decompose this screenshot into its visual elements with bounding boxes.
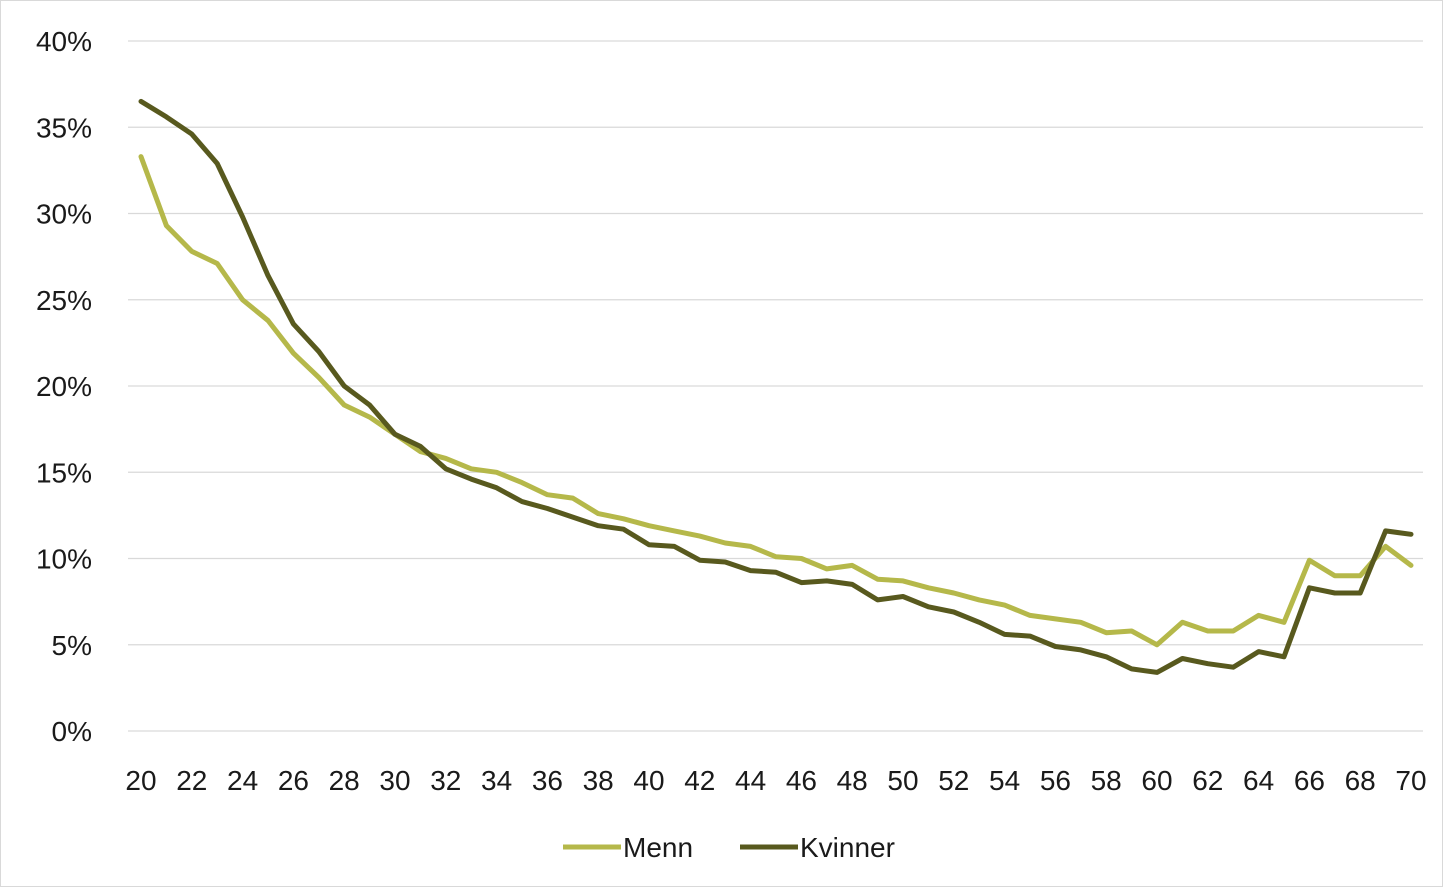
x-tick-label: 24: [227, 765, 258, 796]
x-tick-label: 30: [379, 765, 410, 796]
x-tick-label: 44: [735, 765, 766, 796]
y-tick-label: 0%: [52, 716, 92, 747]
x-axis-tick-labels: 20 22 24 26 28 30 32 34 36 38 40 42 44 46 48 50 52 54 56 58…: [125, 765, 1426, 796]
x-tick-label: 34: [481, 765, 512, 796]
series-line-menn: [138, 154, 1414, 648]
y-tick-label: 35%: [36, 112, 92, 143]
y-tick-label: 10%: [36, 544, 92, 575]
x-tick-label: 64: [1243, 765, 1274, 796]
y-tick-label: 25%: [36, 285, 92, 316]
x-tick-label: 40: [633, 765, 664, 796]
x-tick-label: 66: [1294, 765, 1325, 796]
x-tick-label: 22: [176, 765, 207, 796]
x-tick-label: 52: [938, 765, 969, 796]
x-tick-label: 28: [329, 765, 360, 796]
x-tick-label: 48: [837, 765, 868, 796]
legend: Menn Kvinner: [563, 832, 895, 863]
x-tick-label: 50: [887, 765, 918, 796]
x-tick-label: 58: [1091, 765, 1122, 796]
y-tick-label: 5%: [52, 630, 92, 661]
x-tick-label: 56: [1040, 765, 1071, 796]
x-tick-label: 68: [1345, 765, 1376, 796]
x-tick-label: 42: [684, 765, 715, 796]
x-tick-label: 46: [786, 765, 817, 796]
x-tick-label: 20: [125, 765, 156, 796]
x-tick-label: 32: [430, 765, 461, 796]
x-tick-label: 36: [532, 765, 563, 796]
gridlines: [128, 40, 1423, 732]
y-tick-label: 30%: [36, 199, 92, 230]
legend-label-kvinner: Kvinner: [800, 832, 895, 863]
x-tick-label: 60: [1141, 765, 1172, 796]
x-tick-label: 26: [278, 765, 309, 796]
x-tick-label: 70: [1395, 765, 1426, 796]
y-axis-tick-labels: 0% 5% 10% 15% 20% 25% 30% 35% 40%: [36, 26, 92, 747]
x-tick-label: 38: [583, 765, 614, 796]
y-tick-label: 20%: [36, 371, 92, 402]
x-tick-label: 62: [1192, 765, 1223, 796]
series-line-kvinner: [138, 98, 1414, 675]
legend-label-menn: Menn: [623, 832, 693, 863]
x-tick-label: 54: [989, 765, 1020, 796]
y-tick-label: 15%: [36, 457, 92, 488]
series-lines: [138, 98, 1414, 675]
y-tick-label: 40%: [36, 26, 92, 57]
